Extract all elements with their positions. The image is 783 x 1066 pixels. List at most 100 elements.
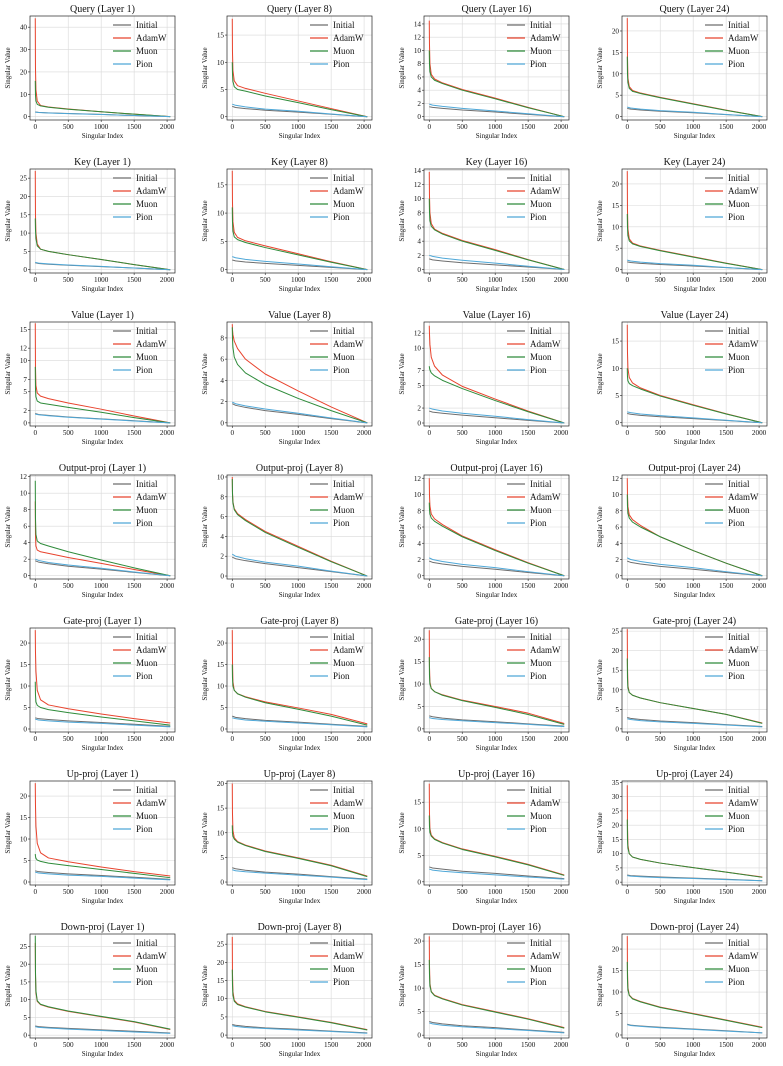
chart-panel: Query (Layer 24) 0 500 1000 1500 2000 0 5 10 15 20… <box>596 4 768 140</box>
x-tick-label: 1000 <box>94 1041 109 1049</box>
x-tick-label: 2000 <box>752 735 767 743</box>
chart-panel: Key (Layer 1) 0 500 1000 1500 2000 0 5 10 15 20 25 S… <box>4 157 176 293</box>
y-tick-label: 10 <box>20 490 28 498</box>
x-axis-label: Singular Index <box>279 285 321 293</box>
series-line-initial <box>627 560 763 577</box>
series-line-initial <box>429 410 565 424</box>
x-axis-label: Singular Index <box>279 897 321 905</box>
legend-label: Pion <box>530 824 547 834</box>
y-tick-label: 0 <box>615 266 619 274</box>
legend-label: Pion <box>136 518 153 528</box>
y-tick-label: 0 <box>220 1032 224 1040</box>
y-tick-label: 5 <box>417 1008 421 1016</box>
x-tick-label: 2000 <box>160 429 175 437</box>
legend-label: Pion <box>728 518 745 528</box>
legend-label: AdamW <box>136 339 167 349</box>
y-tick-label: 15 <box>20 661 28 669</box>
legend-label: Initial <box>333 479 355 489</box>
x-axis-label: Singular Index <box>476 591 518 599</box>
y-axis-label: Singular Value <box>398 812 406 853</box>
y-axis-label: Singular Value <box>201 200 209 241</box>
x-tick-label: 0 <box>230 582 234 590</box>
chart-title: Value (Layer 8) <box>268 310 331 321</box>
series-line-pion <box>232 717 368 728</box>
y-tick-label: 0 <box>417 266 421 274</box>
plot-frame <box>423 627 570 733</box>
legend-label: Initial <box>136 632 158 642</box>
legend-label: Initial <box>728 173 750 183</box>
legend-label: Muon <box>530 505 552 515</box>
legend-label: Muon <box>530 964 552 974</box>
x-tick-label: 500 <box>63 123 74 131</box>
y-axis-label: Singular Value <box>398 659 406 700</box>
x-tick-label: 1500 <box>521 276 536 284</box>
y-tick-label: 2 <box>417 556 421 564</box>
y-tick-label: 2 <box>23 556 27 564</box>
x-tick-label: 2000 <box>752 123 767 131</box>
plot-frame <box>621 627 768 733</box>
series-line-muon <box>626 56 763 118</box>
y-tick-label: 10 <box>414 825 422 833</box>
y-tick-label: 5 <box>23 857 27 865</box>
y-tick-label: 15 <box>414 961 422 969</box>
series-line-pion <box>232 1025 368 1034</box>
x-tick-label: 2000 <box>160 735 175 743</box>
plot-frame <box>423 15 570 121</box>
series-line-muon <box>626 213 763 271</box>
x-tick-label: 2000 <box>554 123 569 131</box>
y-tick-label: 30 <box>20 46 28 54</box>
y-tick-label: 6 <box>23 523 27 531</box>
x-tick-label: 0 <box>427 429 431 437</box>
x-tick-label: 1500 <box>719 888 734 896</box>
x-axis-label: Singular Index <box>82 897 124 905</box>
y-tick-label: 0 <box>220 879 224 887</box>
x-tick-label: 1000 <box>291 1041 306 1049</box>
series-line-pion <box>35 1026 171 1034</box>
legend-label: Pion <box>136 824 153 834</box>
y-tick-label: 0 <box>615 572 619 580</box>
y-tick-label: 2 <box>417 405 421 413</box>
x-tick-label: 0 <box>230 123 234 131</box>
y-axis-label: Singular Value <box>596 659 604 700</box>
y-tick-label: 0 <box>23 572 27 580</box>
x-axis-label: Singular Index <box>82 591 124 599</box>
x-axis-label: Singular Index <box>82 744 124 752</box>
chart-title: Key (Layer 16) <box>466 157 528 168</box>
legend-label: Initial <box>333 938 355 948</box>
x-tick-label: 500 <box>457 429 468 437</box>
x-tick-label: 1500 <box>719 276 734 284</box>
y-tick-label: 20 <box>20 193 28 201</box>
legend-label: Pion <box>530 59 547 69</box>
y-tick-label: 0 <box>220 725 224 733</box>
y-tick-label: 5 <box>615 1010 619 1018</box>
x-tick-label: 0 <box>625 429 629 437</box>
legend-label: AdamW <box>728 33 759 43</box>
y-axis-label: Singular Value <box>398 47 406 88</box>
series-line-initial <box>35 717 171 727</box>
legend-label: AdamW <box>530 798 561 808</box>
y-tick-label: 10 <box>414 985 422 993</box>
x-tick-label: 1500 <box>521 582 536 590</box>
y-tick-label: 40 <box>20 24 28 32</box>
legend-label: Initial <box>728 938 750 948</box>
y-tick-label: 5 <box>417 703 421 711</box>
y-tick-label: 20 <box>414 938 422 946</box>
series-line-initial <box>35 1025 171 1034</box>
series-line-muon <box>231 969 368 1031</box>
x-tick-label: 1000 <box>488 123 503 131</box>
x-tick-label: 2000 <box>357 888 372 896</box>
y-tick-label: 20 <box>217 780 225 788</box>
series-line-pion <box>232 553 368 577</box>
y-tick-label: 15 <box>217 805 225 813</box>
series-line-initial <box>35 870 171 880</box>
y-tick-label: 20 <box>20 68 28 76</box>
y-axis-label: Singular Value <box>398 965 406 1006</box>
series-line-muon <box>428 815 565 876</box>
series-line-initial <box>627 717 763 728</box>
x-tick-label: 2000 <box>554 1041 569 1049</box>
x-axis-label: Singular Index <box>674 897 716 905</box>
series-line-initial <box>232 403 368 424</box>
chart-panel: Query (Layer 1) 0 500 1000 1500 2000 0 10 20 30 40… <box>4 4 176 140</box>
y-tick-label: 12 <box>20 345 28 353</box>
legend-label: Pion <box>136 365 153 375</box>
